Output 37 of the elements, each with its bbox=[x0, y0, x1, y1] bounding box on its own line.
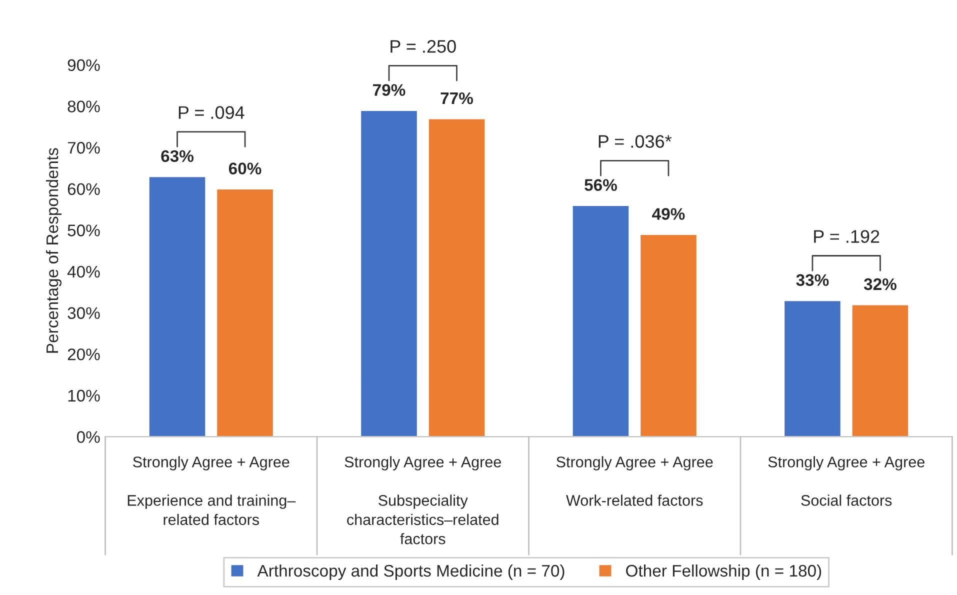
y-tick-label: 10% bbox=[68, 390, 100, 402]
data-label: 56% bbox=[584, 179, 617, 191]
bar bbox=[427, 118, 486, 437]
data-label: 33% bbox=[796, 274, 829, 286]
legend-label: Arthroscopy and Sports Medicine (n = 70) bbox=[257, 564, 564, 580]
data-label: 77% bbox=[440, 92, 473, 104]
bar bbox=[360, 110, 418, 437]
annotation: P = .036* bbox=[598, 135, 672, 148]
data-label: 32% bbox=[864, 278, 896, 290]
data-label: 49% bbox=[652, 208, 685, 220]
y-tick-label: 0% bbox=[76, 431, 100, 443]
y-tick-label: 30% bbox=[68, 307, 100, 319]
y-tick-label: 40% bbox=[67, 266, 100, 278]
y-tick-label: 20% bbox=[68, 348, 100, 360]
y-tick-label: 60% bbox=[68, 183, 100, 196]
category-label: Strongly Agree + Agree Work-related factors bbox=[556, 456, 713, 506]
category-label: Strongly Agree + Agree Experience and training– related factors bbox=[128, 456, 296, 526]
annotation: P = .094 bbox=[178, 106, 244, 119]
y-axis-title: Percentage of Respondents bbox=[46, 148, 62, 353]
data-label: 63% bbox=[161, 150, 194, 162]
y-tick-label: 80% bbox=[68, 100, 100, 112]
bar bbox=[571, 204, 630, 437]
bar bbox=[783, 300, 842, 437]
y-tick-label: 50% bbox=[68, 224, 100, 236]
bar bbox=[850, 304, 910, 437]
y-tick-label: 90% bbox=[68, 59, 100, 72]
legend-label: Other Fellowship (n = 180) bbox=[626, 564, 822, 580]
data-label: 60% bbox=[228, 162, 262, 174]
y-tick-label: 70% bbox=[68, 142, 100, 154]
bar bbox=[148, 176, 207, 437]
category-label: Strongly Agree + Agree Subspeciality characteristics–related factors bbox=[344, 456, 501, 544]
bar bbox=[639, 234, 698, 437]
bar bbox=[216, 188, 274, 437]
data-label: 79% bbox=[373, 84, 406, 96]
category-label: Strongly Agree + Agree Social factors bbox=[768, 456, 924, 506]
text: P = .250 bbox=[390, 40, 456, 53]
annotation: P = .192 bbox=[814, 230, 880, 243]
